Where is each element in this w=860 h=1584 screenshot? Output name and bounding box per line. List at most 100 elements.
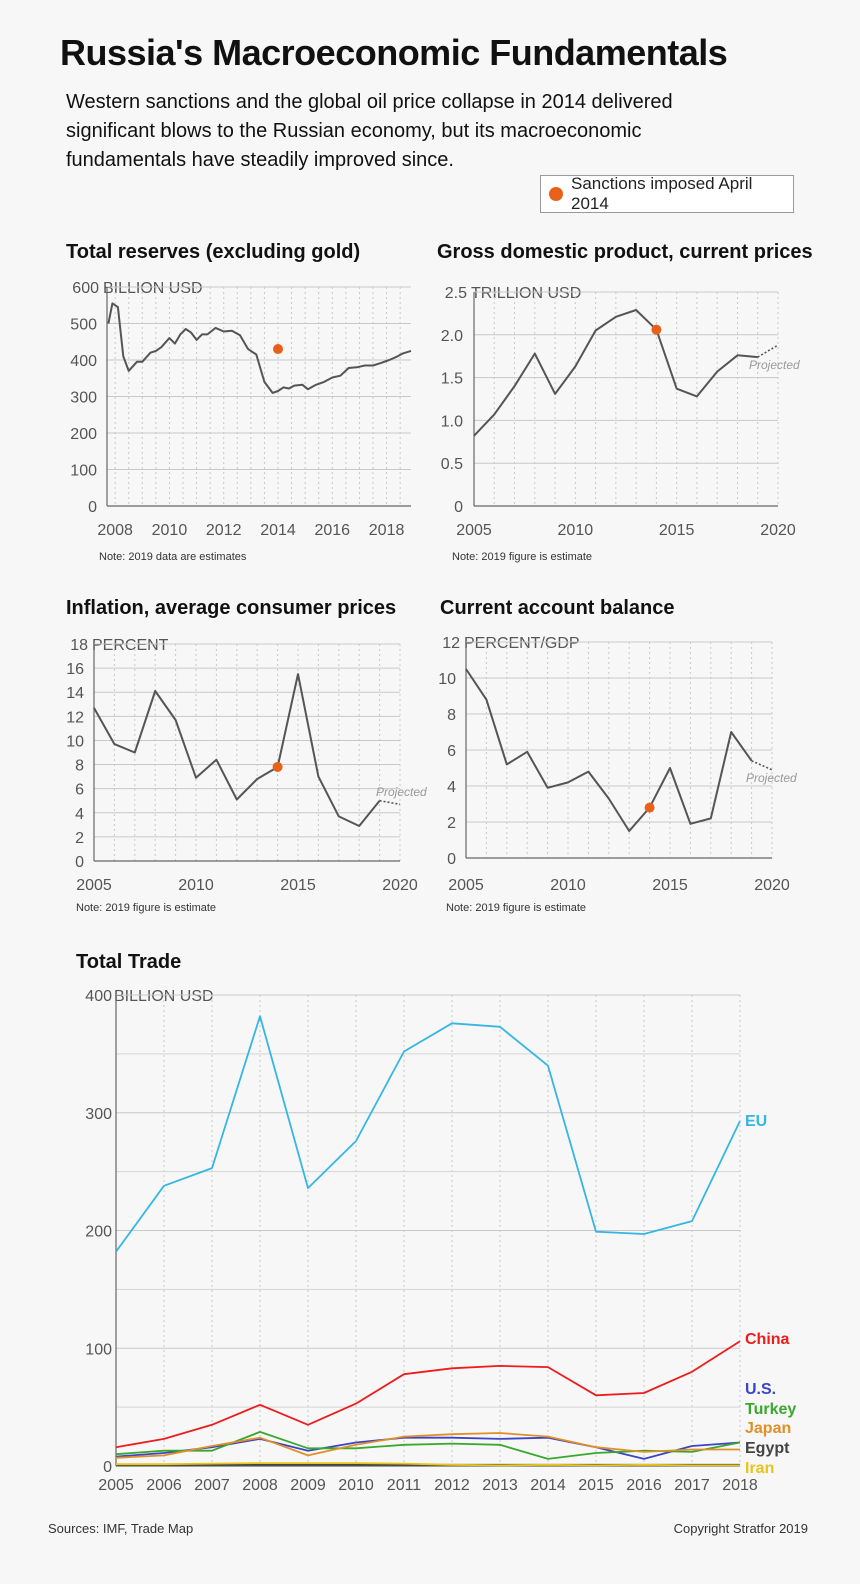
x-tick-label: 2020 — [754, 877, 790, 894]
sanctions-legend: Sanctions imposed April 2014 — [540, 174, 794, 213]
x-tick-label: 2007 — [194, 1477, 230, 1494]
series-label-eu: EU — [745, 1113, 767, 1130]
projected-label: Projected — [749, 358, 800, 372]
sanctions-legend-label: Sanctions imposed April 2014 — [571, 174, 753, 213]
x-tick-label: 2015 — [652, 877, 688, 894]
x-tick-label: 2008 — [97, 522, 133, 539]
data-line — [473, 309, 758, 437]
x-tick-label: 2009 — [290, 1477, 326, 1494]
y-tick-label: 100 — [85, 1341, 112, 1358]
series-label-turkey: Turkey — [745, 1401, 796, 1418]
chart-title: Total reserves (excluding gold) — [66, 241, 360, 263]
y-tick-label: 16 — [66, 661, 84, 678]
y-tick-label: 4 — [75, 806, 84, 823]
projected-label: Projected — [376, 785, 427, 799]
x-tick-label: 2005 — [98, 1477, 134, 1494]
y-tick-label: 2.5 — [445, 285, 467, 302]
y-tick-label: 12 — [66, 709, 84, 726]
x-tick-label: 2005 — [448, 877, 484, 894]
projected-label: Projected — [746, 771, 797, 785]
x-tick-label: 2010 — [152, 522, 188, 539]
y-tick-label: 0.5 — [441, 456, 463, 473]
y-tick-label: 400 — [85, 988, 112, 1005]
x-tick-label: 2010 — [558, 522, 594, 539]
chart-title: Inflation, average consumer prices — [66, 597, 396, 619]
y-tick-label: 8 — [447, 707, 456, 724]
y-tick-label: 600 — [72, 280, 99, 297]
y-unit-label: PERCENT/GDP — [464, 635, 580, 652]
x-tick-label: 2015 — [280, 877, 316, 894]
x-tick-label: 2020 — [382, 877, 418, 894]
y-tick-label: 0 — [88, 499, 97, 516]
y-tick-label: 300 — [70, 390, 97, 407]
series-label-egypt: Egypt — [745, 1440, 790, 1457]
projected-line — [751, 760, 773, 771]
chart-note: Note: 2019 data are estimates — [99, 551, 247, 563]
x-tick-label: 2020 — [760, 522, 796, 539]
y-tick-label: 0 — [454, 499, 463, 516]
chart-title: Total Trade — [76, 951, 181, 973]
series-line-iran — [116, 1462, 740, 1467]
y-tick-label: 200 — [85, 1224, 112, 1241]
projected-line — [757, 344, 779, 358]
y-tick-label: 18 — [70, 637, 88, 654]
y-tick-label: 12 — [442, 635, 460, 652]
y-tick-label: 0 — [103, 1459, 112, 1476]
y-tick-label: 500 — [70, 317, 97, 334]
chart-note: Note: 2019 figure is estimate — [446, 902, 586, 914]
x-tick-label: 2015 — [659, 522, 695, 539]
x-tick-label: 2016 — [626, 1477, 662, 1494]
x-tick-label: 2014 — [530, 1477, 566, 1494]
series-label-us: U.S. — [745, 1381, 776, 1398]
x-tick-label: 2005 — [456, 522, 492, 539]
y-tick-label: 14 — [66, 685, 84, 702]
y-tick-label: 0 — [447, 851, 456, 868]
y-unit-label: PERCENT — [92, 637, 169, 654]
y-tick-label: 6 — [75, 782, 84, 799]
chart-current_account: Current account balance PERCENT/GDP 0 2 4 6 8 1… — [438, 597, 797, 914]
series-line-us — [115, 1436, 741, 1460]
chart-title: Current account balance — [440, 597, 675, 619]
sources-note: Sources: IMF, Trade Map — [48, 1521, 194, 1536]
x-tick-label: 2013 — [482, 1477, 518, 1494]
series-line-eu — [115, 1015, 741, 1253]
x-tick-label: 2010 — [178, 877, 214, 894]
y-tick-label: 10 — [66, 733, 84, 750]
series-label-japan: Japan — [745, 1420, 791, 1437]
chart-title: Gross domestic product, current prices — [437, 241, 813, 263]
x-tick-label: 2016 — [314, 522, 350, 539]
x-tick-label: 2017 — [674, 1477, 710, 1494]
data-line — [107, 302, 412, 394]
sanctions-marker — [273, 344, 283, 355]
y-tick-label: 400 — [70, 353, 97, 370]
y-tick-label: 6 — [447, 743, 456, 760]
series-label-iran: Iran — [745, 1460, 774, 1477]
chart-reserves: Total reserves (excluding gold) BILLION U… — [66, 241, 412, 563]
y-unit-label: TRILLION USD — [471, 285, 581, 302]
x-tick-label: 2008 — [242, 1477, 278, 1494]
y-tick-label: 10 — [438, 671, 456, 688]
data-line — [465, 668, 753, 832]
y-tick-label: 200 — [70, 426, 97, 443]
chart-inflation: Inflation, average consumer prices PERCEN… — [66, 597, 427, 914]
page-title: Russia's Macroeconomic Fundamentals — [60, 32, 728, 73]
y-tick-label: 2.0 — [441, 328, 463, 345]
x-tick-label: 2014 — [260, 522, 296, 539]
sanctions-marker — [644, 802, 655, 813]
sanctions-marker-icon — [549, 187, 563, 201]
chart-note: Note: 2019 figure is estimate — [452, 551, 592, 563]
data-line — [93, 673, 381, 827]
sanctions-marker — [651, 324, 662, 335]
series-line-china — [115, 1340, 741, 1449]
x-tick-label: 2010 — [550, 877, 586, 894]
y-tick-label: 4 — [447, 779, 456, 796]
y-tick-label: 300 — [85, 1106, 112, 1123]
projected-line — [379, 799, 401, 806]
y-tick-label: 2 — [75, 830, 84, 847]
copyright-note: Copyright Stratfor 2019 — [673, 1521, 808, 1536]
y-tick-label: 2 — [447, 815, 456, 832]
x-tick-label: 2015 — [578, 1477, 614, 1494]
chart-gdp: Gross domestic product, current prices TR… — [437, 241, 813, 563]
x-tick-label: 2018 — [369, 522, 405, 539]
